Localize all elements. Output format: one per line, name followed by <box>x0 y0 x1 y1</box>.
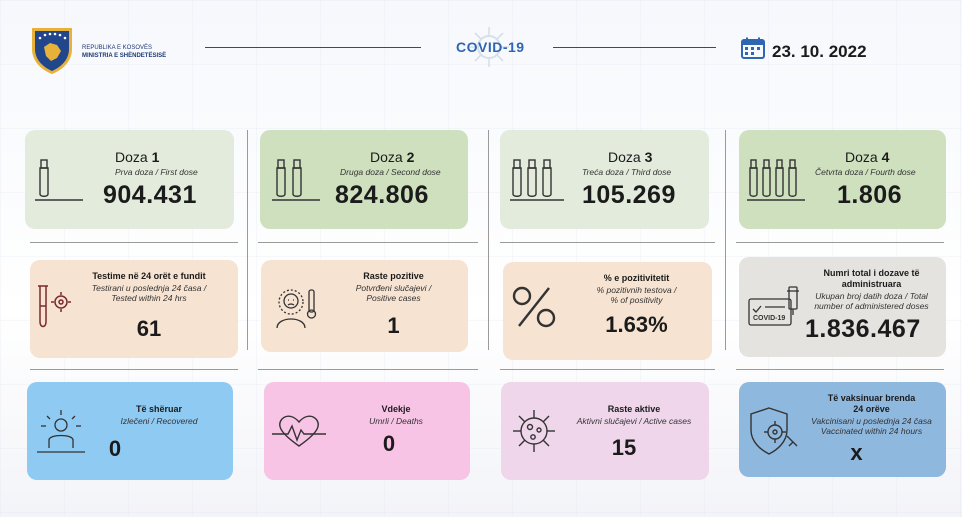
positive-subtitle-2: Positive cases <box>366 293 421 303</box>
virus-icon <box>469 27 509 67</box>
total-doses-subtitle-2: number of administered doses <box>814 301 929 311</box>
positive-title: Raste pozitive <box>363 271 424 281</box>
vaccinated-24h-subtitle-2: Vaccinated within 24 hours <box>820 426 923 436</box>
percent-icon <box>512 286 556 328</box>
heartbeat-icon <box>272 415 326 447</box>
dose-3-number: 3 <box>644 149 653 165</box>
positivity-subtitle-2: % of positivity <box>610 295 663 305</box>
coronavirus-icon <box>513 410 555 452</box>
test-tube-icon <box>38 285 71 328</box>
row-separator-1b <box>258 242 478 243</box>
dose-2-title: Doza 2 <box>370 149 414 165</box>
dose-2-title-text: Doza <box>370 149 407 165</box>
column-separator-1 <box>247 130 248 350</box>
total-doses-value: 1.836.467 <box>805 315 921 343</box>
row-separator-1c <box>500 242 715 243</box>
vial-icon <box>272 159 320 201</box>
tests-title: Testime në 24 orët e fundit <box>92 271 206 281</box>
positive-value: 1 <box>387 313 400 338</box>
tests-card: Testime në 24 orët e fundit Testirani u … <box>30 260 238 358</box>
dose-3-card: Doza 3 Treća doza / Third dose 105.269 <box>500 130 709 229</box>
dose-4-number: 4 <box>881 149 890 165</box>
vial-icon <box>35 159 83 201</box>
row-separator-2c <box>500 369 715 370</box>
positivity-value: 1.63% <box>605 312 668 337</box>
header-rule-right <box>553 47 716 48</box>
deaths-subtitle: Umrli / Deaths <box>369 416 423 426</box>
header: REPUBLIKA E KOSOVËS MINISTRIA E SHËNDETË… <box>0 0 962 90</box>
vaccinated-24h-title-1: Të vaksinuar brenda <box>827 393 916 403</box>
deaths-title: Vdekje <box>381 404 411 414</box>
tests-subtitle-2: Tested within 24 hrs <box>111 293 187 303</box>
vaccinated-24h-value: x <box>850 440 863 465</box>
dose-2-card: Doza 2 Druga doza / Second dose 824.806 <box>260 130 468 229</box>
dose-2-subtitle: Druga doza / Second dose <box>340 167 441 177</box>
dose-4-title: Doza 4 <box>845 149 889 165</box>
deaths-value: 0 <box>382 431 396 456</box>
dose-1-value: 904.431 <box>103 181 197 209</box>
page-title: COVID-19 <box>456 39 525 55</box>
dose-4-subtitle: Četvrta doza / Fourth dose <box>815 167 916 177</box>
dose-4-title-text: Doza <box>845 149 882 165</box>
vaccinated-24h-card: Të vaksinuar brenda 24 orëve Vakcinisani… <box>739 382 946 477</box>
row-separator-1d <box>736 242 944 243</box>
total-doses-subtitle-1: Ukupan broj datih doza / Total <box>815 291 928 301</box>
active-title: Raste aktive <box>607 404 661 414</box>
total-doses-card: COVID-19 Numri total i dozave të adminis… <box>739 257 946 357</box>
dose-2-number: 2 <box>406 149 415 165</box>
vial-icon <box>747 159 805 201</box>
recovered-subtitle: Izlečeni / Recovered <box>120 416 198 426</box>
positive-card: Raste pozitive Potvrđeni slučajevi / Pos… <box>261 260 468 352</box>
recovered-card: Të shëruar Izlečeni / Recovered 0 <box>27 382 233 480</box>
covid-badge: COVID-19 <box>753 315 786 322</box>
calendar-icon <box>741 37 765 59</box>
active-value: 15 <box>611 435 637 460</box>
row-separator-2a <box>30 369 238 370</box>
vial-icon <box>510 159 564 201</box>
column-separator-3 <box>725 130 726 350</box>
dose-3-title: Doza 3 <box>608 149 652 165</box>
total-doses-title-1: Numri total i dozave të <box>823 268 920 278</box>
row-separator-1a <box>30 242 238 243</box>
positive-subtitle-1: Potvrđeni slučajevi / <box>355 283 432 293</box>
dose-3-value: 105.269 <box>582 181 676 209</box>
dose-1-number: 1 <box>151 149 160 165</box>
ministry-line2: MINISTRIA E SHËNDETËSISË <box>82 53 167 59</box>
positivity-subtitle-1: % pozitivnih testova / <box>596 285 677 295</box>
positivity-card: % e pozitivitetit % pozitivnih testova /… <box>503 262 712 360</box>
row-separator-2d <box>736 369 944 370</box>
ministry-line1: REPUBLIKA E KOSOVËS <box>82 45 153 51</box>
recovered-person-icon <box>37 410 85 453</box>
dose-2-value: 824.806 <box>335 181 429 209</box>
dose-1-title-text: Doza <box>115 149 152 165</box>
recovered-title: Të shëruar <box>135 404 183 414</box>
tests-value: 61 <box>136 316 162 341</box>
recovered-value: 0 <box>108 436 122 461</box>
row-separator-2b <box>258 369 478 370</box>
kosovo-emblem-icon <box>32 28 72 74</box>
dose-3-title-text: Doza <box>608 149 645 165</box>
dose-1-title: Doza 1 <box>115 149 219 165</box>
vaccinated-24h-subtitle-1: Vakcinisani u poslednja 24 časa <box>811 416 932 426</box>
dose-3-subtitle: Treća doza / Third dose <box>582 167 672 177</box>
deaths-card: Vdekje Umrli / Deaths 0 <box>264 382 470 480</box>
dose-1-subtitle: Prva doza / First dose <box>115 167 198 177</box>
dose-4-card: Doza 4 Četvrta doza / Fourth dose 1.806 <box>739 130 946 229</box>
dose-4-value: 1.806 <box>837 181 903 209</box>
total-doses-title-2: administruara <box>841 279 902 289</box>
positivity-title: % e pozitivitetit <box>603 273 670 283</box>
dose-1-card: Doza 1 Prva doza / First dose 904.431 <box>25 130 234 229</box>
sick-person-icon <box>276 289 317 329</box>
column-separator-2 <box>488 130 489 350</box>
active-card: Raste aktive Aktivni slučajevi / Active … <box>501 382 709 480</box>
active-subtitle: Aktivni slučajevi / Active cases <box>576 416 692 426</box>
ministry-name: REPUBLIKA E KOSOVËS MINISTRIA E SHËNDETË… <box>82 44 166 60</box>
header-rule-left <box>205 47 421 48</box>
report-date: 23. 10. 2022 <box>772 42 867 61</box>
vaccination-card-icon <box>748 286 799 326</box>
vaccinated-24h-title-2: 24 orëve <box>853 404 890 414</box>
shield-virus-icon <box>750 407 798 455</box>
tests-subtitle-1: Testirani u poslednja 24 časa / <box>91 283 207 293</box>
